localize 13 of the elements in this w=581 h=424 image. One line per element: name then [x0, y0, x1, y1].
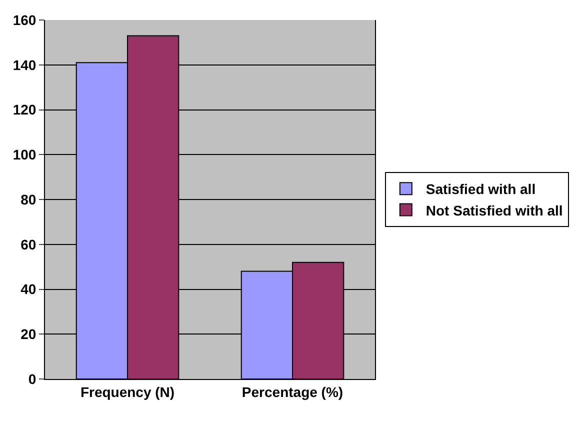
x-tick-label: Percentage (%) [242, 384, 344, 400]
y-tick-label: 20 [20, 326, 36, 342]
y-tick-label: 40 [20, 281, 36, 298]
y-tick-label: 140 [12, 56, 36, 73]
y-tick-label: 100 [12, 146, 36, 163]
legend-label: Satisfied with all [426, 181, 536, 198]
y-tick-label: 80 [20, 191, 36, 208]
y-tick-label: 120 [12, 102, 36, 118]
y-tick-label: 60 [20, 236, 36, 252]
y-tick-label: 160 [12, 12, 36, 28]
y-tick-label: 0 [28, 370, 36, 387]
x-tick-label: Frequency (N) [80, 384, 175, 400]
legend-label: Not Satisfied with all [426, 202, 563, 218]
